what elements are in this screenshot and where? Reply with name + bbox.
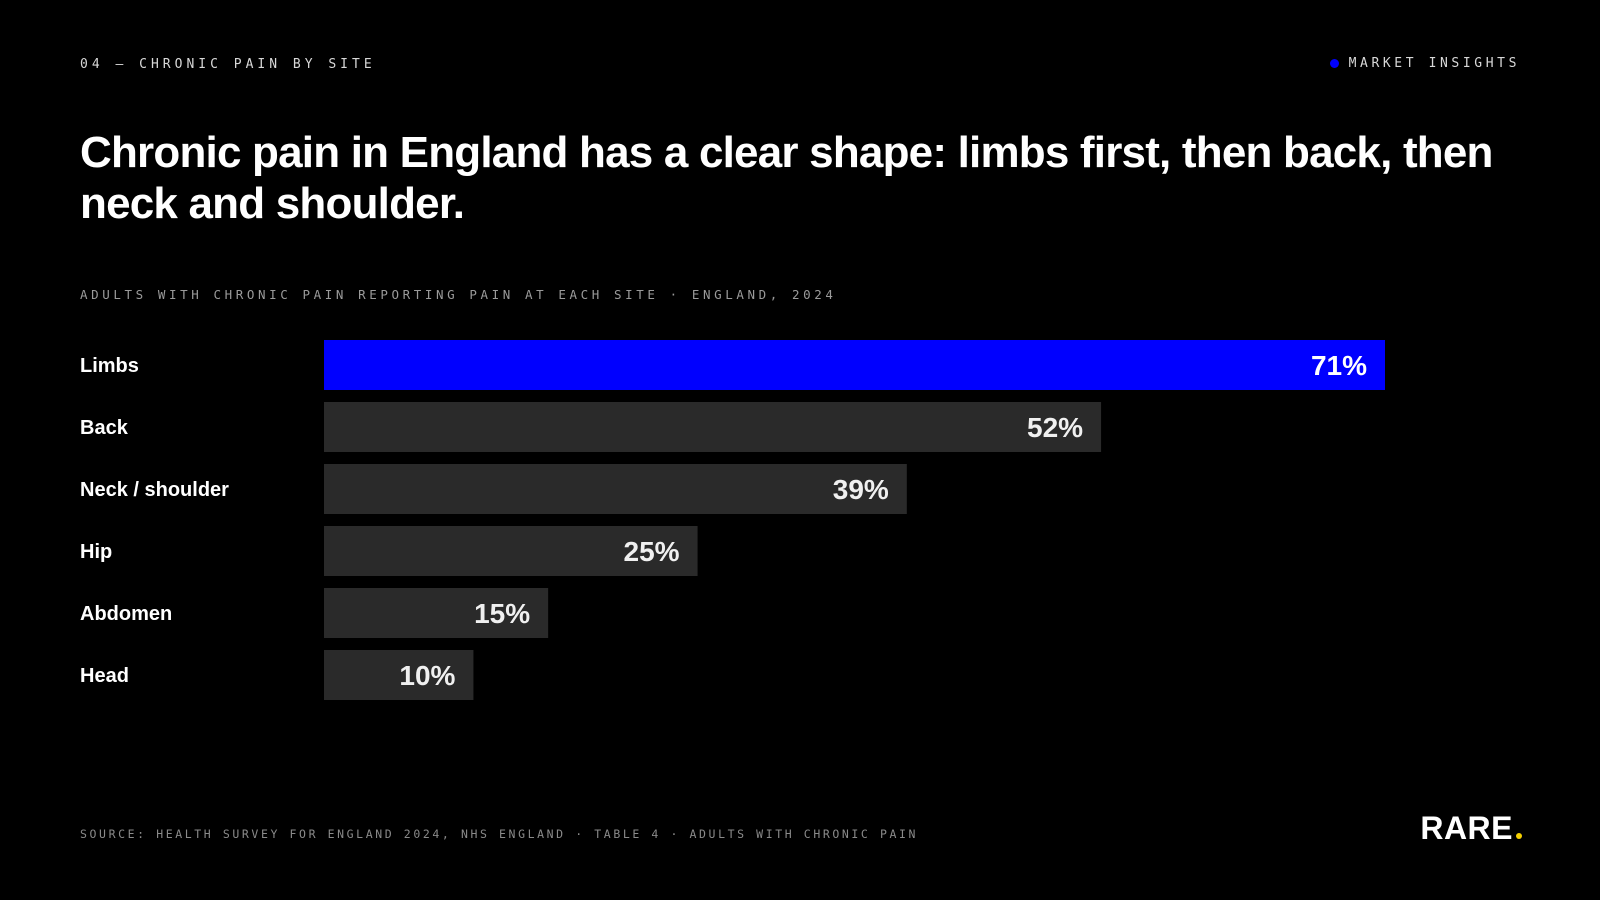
category-label: Limbs — [80, 355, 139, 377]
chart-subtitle: ADULTS WITH CHRONIC PAIN REPORTING PAIN … — [80, 287, 837, 302]
bar — [324, 526, 698, 576]
bar — [324, 650, 474, 700]
logo-text: RARE — [1420, 810, 1513, 846]
section-eyebrow: 04 — CHRONIC PAIN BY SITE — [80, 57, 376, 72]
bar-row-0: Limbs 71% — [80, 340, 1385, 390]
bar — [324, 340, 1385, 390]
brand-logo: RARE — [1420, 810, 1522, 847]
market-insights-tag: MARKET INSIGHTS — [1329, 56, 1520, 71]
bar-row-1: Back 52% — [80, 402, 1102, 452]
bar-row-5: Head 10% — [80, 650, 474, 700]
tag-label: MARKET INSIGHTS — [1348, 56, 1520, 71]
bar-row-4: Abdomen 15% — [80, 588, 549, 638]
value-label: 25% — [624, 536, 680, 567]
category-label: Head — [80, 665, 129, 687]
value-label: 71% — [1311, 350, 1367, 381]
logo-dot-icon — [1516, 833, 1522, 839]
source-note: SOURCE: HEALTH SURVEY FOR ENGLAND 2024, … — [80, 827, 919, 841]
value-label: 39% — [833, 474, 889, 505]
value-label: 15% — [474, 598, 530, 629]
value-label: 10% — [399, 660, 455, 691]
page-headline: Chronic pain in England has a clear shap… — [80, 128, 1493, 228]
category-label: Neck / shoulder — [80, 479, 229, 501]
bar — [324, 588, 549, 638]
bar — [324, 464, 907, 514]
tag-dot-icon — [1329, 59, 1339, 68]
category-label: Hip — [80, 541, 112, 563]
category-label: Abdomen — [80, 603, 172, 625]
bar-row-2: Neck / shoulder 39% — [80, 464, 907, 514]
value-label: 52% — [1027, 412, 1083, 443]
bar-row-3: Hip 25% — [80, 526, 698, 576]
bar — [324, 402, 1102, 452]
category-label: Back — [80, 417, 129, 439]
